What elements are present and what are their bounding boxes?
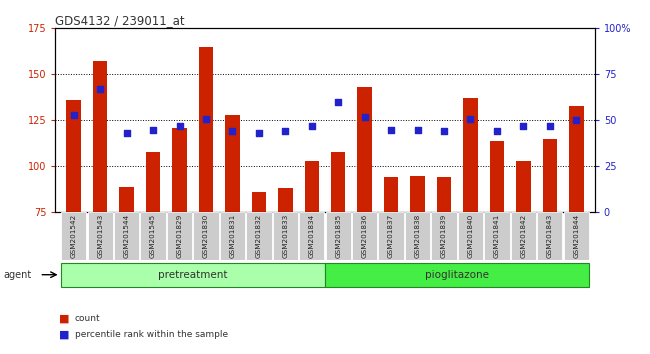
Bar (120, 187, 134, 350)
Bar (225, 115, 240, 350)
Bar (463, 98, 478, 350)
Bar (299, 212, 324, 260)
Text: GSM201838: GSM201838 (415, 214, 421, 258)
Point (254, 130, 264, 136)
Text: pioglitazone: pioglitazone (425, 270, 489, 280)
Bar (66, 100, 81, 350)
Point (359, 114, 370, 120)
Text: GSM201840: GSM201840 (467, 214, 473, 258)
Bar (543, 139, 557, 350)
Text: percentile rank within the sample: percentile rank within the sample (75, 330, 228, 339)
Bar (569, 105, 584, 350)
Point (412, 127, 423, 132)
Bar (358, 87, 372, 350)
Text: GSM201834: GSM201834 (309, 214, 315, 258)
Bar (484, 212, 510, 260)
Text: GSM201841: GSM201841 (494, 214, 500, 258)
Bar (88, 212, 113, 260)
Point (465, 116, 476, 121)
Text: GSM201545: GSM201545 (150, 214, 156, 258)
Bar (172, 128, 187, 350)
Point (227, 129, 238, 134)
Bar (278, 188, 292, 350)
Point (545, 123, 555, 129)
Bar (331, 152, 346, 350)
Bar (140, 212, 166, 260)
Text: pretreatment: pretreatment (158, 270, 227, 280)
Bar (193, 212, 218, 260)
Bar (252, 192, 266, 350)
Text: count: count (75, 314, 100, 323)
Bar (352, 212, 378, 260)
Text: GSM201544: GSM201544 (124, 214, 129, 258)
Text: GSM201832: GSM201832 (256, 214, 262, 258)
Bar (325, 263, 590, 287)
Text: GSM201842: GSM201842 (521, 214, 526, 258)
Point (95, 86, 105, 92)
Bar (146, 152, 161, 350)
Text: GSM201829: GSM201829 (177, 214, 183, 258)
Point (122, 130, 132, 136)
Bar (537, 212, 562, 260)
Point (386, 127, 396, 132)
Text: GSM201837: GSM201837 (388, 214, 394, 258)
Text: GSM201835: GSM201835 (335, 214, 341, 258)
Point (280, 129, 291, 134)
Bar (199, 47, 213, 350)
Bar (458, 212, 483, 260)
Bar (326, 212, 351, 260)
Text: GSM201833: GSM201833 (282, 214, 289, 258)
Text: GSM201844: GSM201844 (573, 214, 579, 258)
Bar (516, 161, 530, 350)
Bar (405, 212, 430, 260)
Point (201, 116, 211, 121)
Bar (432, 212, 457, 260)
Point (518, 123, 528, 129)
Text: ■: ■ (58, 330, 69, 339)
Text: GDS4132 / 239011_at: GDS4132 / 239011_at (55, 13, 185, 27)
Text: GSM201543: GSM201543 (98, 214, 103, 258)
Point (307, 123, 317, 129)
Bar (93, 62, 107, 350)
Point (68, 112, 79, 118)
Text: GSM201831: GSM201831 (229, 214, 235, 258)
Text: ■: ■ (58, 314, 69, 324)
Bar (167, 212, 192, 260)
Text: GSM201839: GSM201839 (441, 214, 447, 258)
Bar (60, 263, 325, 287)
Text: GSM201542: GSM201542 (71, 214, 77, 258)
Text: GSM201830: GSM201830 (203, 214, 209, 258)
Bar (511, 212, 536, 260)
Bar (378, 212, 404, 260)
Point (571, 118, 582, 123)
Bar (272, 212, 298, 260)
Bar (489, 141, 504, 350)
Bar (61, 212, 86, 260)
Bar (220, 212, 245, 260)
Point (491, 129, 502, 134)
Text: agent: agent (3, 270, 31, 280)
Bar (564, 212, 589, 260)
Bar (384, 177, 398, 350)
Bar (246, 212, 272, 260)
Bar (114, 212, 139, 260)
Text: GSM201843: GSM201843 (547, 214, 552, 258)
Point (439, 129, 449, 134)
Point (333, 99, 343, 105)
Bar (437, 177, 451, 350)
Point (148, 127, 159, 132)
Text: GSM201836: GSM201836 (361, 214, 368, 258)
Bar (410, 176, 425, 350)
Bar (304, 161, 319, 350)
Point (174, 123, 185, 129)
